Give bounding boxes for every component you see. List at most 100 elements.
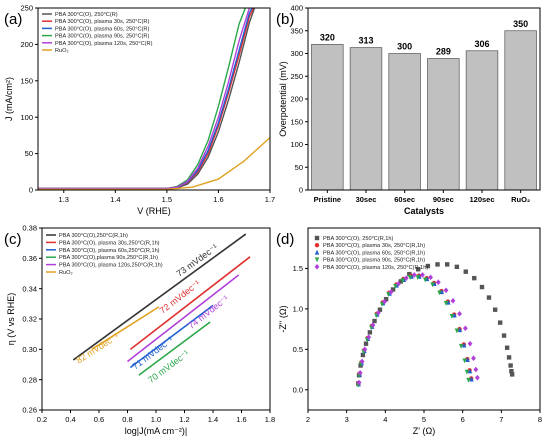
legend-entry: PBA 300°C(O), plasma 120s, 250°C(R,1h) (323, 265, 428, 271)
data-point-diamond (457, 310, 462, 317)
data-point-diamond (370, 322, 376, 328)
slope-annotation: 82 mVdec⁻¹ (74, 331, 120, 365)
data-point-triangle-down (454, 328, 460, 334)
data-point-triangle-down (462, 358, 467, 364)
data-point-square (383, 296, 389, 302)
data-point-square (492, 307, 498, 312)
panel-b-bar-chart: (b) 320 Pristine 313 30sec 300 60sec 289 90sec 30… (276, 4, 541, 216)
bar (427, 58, 460, 191)
y-tick-label: 0.30 (22, 345, 37, 354)
data-point-triangle-down (458, 343, 464, 349)
legend-entry: PBA 300°C(O), plasma 30s,250°C(R,1h) (59, 240, 160, 246)
panel-label: (b) (276, 11, 294, 28)
bar-value-label: 350 (513, 19, 528, 29)
plot-frame (37, 7, 271, 191)
data-point-square (509, 372, 515, 377)
data-point-triangle-up (439, 289, 444, 295)
legend-entry: PBA 300°C(O), plasma 120s,250°C(R,1h) (59, 263, 163, 269)
category-label: 90sec (433, 195, 454, 204)
legend-entry: RuO₂ (55, 48, 69, 54)
x-axis-label: Catalysts (404, 206, 444, 216)
y-tick-label: 0.5 (293, 345, 303, 354)
y-tick-label: 50 (295, 163, 303, 172)
y-tick-label: 0.36 (22, 254, 37, 263)
x-tick-label: 0.6 (94, 415, 104, 424)
tafel-line (72, 233, 247, 361)
legend-entry: PBA 300°C(O), 250°C(R) (55, 12, 118, 18)
data-point-square (372, 318, 377, 324)
data-point-triangle-down (466, 377, 471, 383)
legend-entry: PBA 300°C(O), 250°C(R,1h) (323, 236, 394, 242)
data-point-diamond (467, 340, 473, 347)
x-tick-label: 6 (461, 415, 465, 424)
data-point-square (425, 263, 431, 269)
y-tick-label: 0 (29, 186, 33, 195)
category-label: 30sec (356, 195, 377, 204)
x-tick-label: 8 (538, 415, 542, 424)
y-axis-label: η (V vs RHE) (6, 293, 16, 346)
x-axis-label: V (RHE) (137, 206, 171, 216)
data-point-square (472, 275, 477, 281)
scatter-series (356, 272, 480, 386)
x-tick-label: 1.6 (236, 415, 246, 424)
legend-entry: PBA 300°C(O), plasma 90s, 250°C(R,1h) (323, 258, 425, 264)
category-label: Pristine (314, 195, 342, 204)
data-point-square (454, 264, 460, 270)
bar (465, 50, 499, 191)
data-point-square (508, 363, 513, 368)
data-point-square (407, 271, 412, 277)
y-tick-label: 0.0 (293, 385, 303, 394)
bar-value-label: 289 (436, 47, 451, 57)
panel-a-lsv-chart: (a) 1.3 1.4 1.5 1.6 1.7 0 50 100 150 200 250 V (RHE)… (4, 4, 275, 216)
data-point-triangle-down (393, 284, 398, 289)
data-point-triangle-up (446, 299, 451, 305)
data-point-triangle-down (407, 275, 413, 280)
bar (504, 30, 537, 191)
y-tick-label: 0.28 (22, 375, 37, 384)
y-tick-label: 200 (20, 40, 33, 49)
y-tick-label: 300 (290, 49, 303, 58)
data-point-triangle-up (467, 368, 473, 374)
data-point-circle (314, 243, 320, 248)
legend: PBA 300°C(O), 250°C(R,1h) PBA 300°C(O), p… (314, 235, 428, 271)
x-tick-label: 0.8 (122, 415, 132, 424)
data-point-diamond (462, 325, 468, 332)
data-point-triangle-down (437, 290, 442, 296)
legend: PBA 300°C(O), 250°C(R)PBA 300°C(O), plas… (42, 12, 153, 54)
data-point-diamond (471, 355, 476, 362)
series-lines (38, 8, 270, 190)
data-point-square (504, 345, 510, 350)
data-point-triangle-up (462, 342, 467, 348)
panel-label: (a) (4, 11, 22, 28)
data-point-diamond (357, 369, 363, 376)
tafel-line (138, 321, 211, 376)
legend-entry: PBA 300°C(O),plasma 90s,250°C(R,1h) (59, 255, 158, 261)
data-point-diamond (382, 298, 387, 305)
data-point-square (390, 287, 396, 292)
data-point-triangle-up (452, 312, 457, 318)
data-point-triangle-down (415, 275, 421, 280)
panel-label: (d) (276, 231, 294, 248)
category-label: 120sec (469, 195, 494, 204)
legend-entry: RuO₂ (59, 270, 73, 276)
x-tick-label: 2 (306, 415, 310, 424)
data-point-square (463, 269, 468, 274)
y-tick-label: 100 (20, 113, 33, 122)
data-point-square (367, 330, 373, 335)
y-tick-label: 0.26 (22, 406, 37, 415)
data-point-diamond (474, 374, 480, 381)
data-point-diamond (366, 334, 372, 340)
x-tick-label: 1.8 (265, 415, 275, 424)
data-point-triangle-down (422, 277, 428, 283)
data-point-square (314, 235, 320, 241)
slope-annotation: 72 mVdec⁻¹ (158, 278, 202, 315)
panel-label: (c) (4, 231, 22, 248)
panel-c-tafel-chart: (c)73 mVdec⁻¹72 mVdec⁻¹71 mVdec⁻¹70 mVde… (4, 224, 275, 436)
bar-value-label: 320 (320, 32, 335, 42)
data-point-square (398, 279, 403, 284)
data-point-diamond (411, 272, 417, 278)
tafel-line (129, 304, 214, 369)
data-point-diamond (450, 298, 456, 304)
x-tick-label: 1.4 (110, 195, 120, 204)
data-point-square (506, 355, 512, 360)
